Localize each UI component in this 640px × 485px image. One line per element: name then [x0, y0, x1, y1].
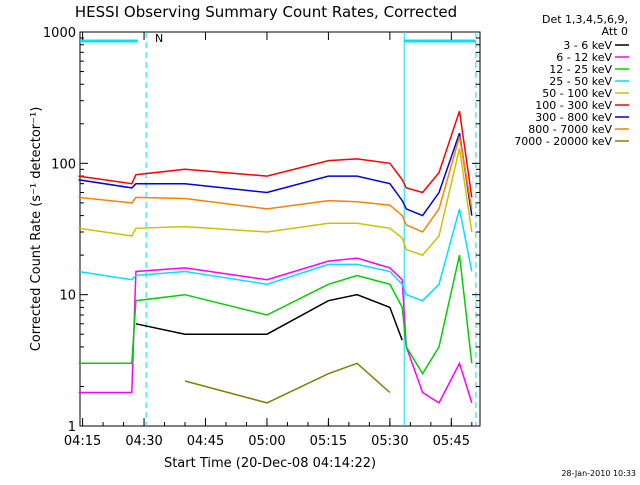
annotation-n: N: [155, 32, 163, 45]
series-line-4: [78, 208, 473, 302]
x-axis-label: Start Time (20-Dec-08 04:14:22): [164, 456, 376, 471]
plot-frame: [79, 31, 481, 427]
y-tick-label: 100: [51, 157, 76, 172]
x-tick-label: 04:30: [125, 434, 162, 449]
series-line-6: [78, 110, 473, 198]
series-line-1: [135, 293, 403, 341]
series-line-2: [78, 257, 473, 404]
y-axis-label: Corrected Count Rate (s⁻¹ detector⁻¹): [29, 107, 44, 352]
y-tick-label: 1000: [43, 26, 76, 41]
x-tick-label: 05:15: [310, 434, 347, 449]
x-tick-label: 05:45: [433, 434, 470, 449]
series-line-7: [78, 132, 473, 217]
series-line-9: [185, 363, 460, 403]
series-line-8: [78, 136, 473, 233]
legend-label-8: 800 - 7000 keV: [528, 123, 612, 136]
legend-header-line-2: Att 0: [602, 25, 628, 38]
legend-label-4: 25 - 50 keV: [549, 75, 612, 88]
legend-label-2: 6 - 12 keV: [556, 51, 612, 64]
legend-header-line-1: Det 1,3,4,5,6,9,: [542, 13, 628, 26]
chart-title: HESSI Observing Summary Count Rates, Cor…: [75, 3, 457, 21]
x-tick-label: 05:30: [371, 434, 408, 449]
x-tick-label: 04:45: [187, 434, 224, 449]
legend-label-3: 12 - 25 keV: [549, 63, 612, 76]
plot-timestamp: 28-Jan-2010 10:33: [561, 469, 636, 478]
y-tick-label: 1: [68, 420, 76, 435]
x-tick-label: 05:00: [248, 434, 285, 449]
legend-label-1: 3 - 6 keV: [563, 39, 612, 52]
legend-label-7: 300 - 800 keV: [535, 111, 612, 124]
series-line-5: [78, 148, 473, 256]
legend-label-9: 7000 - 20000 keV: [514, 135, 612, 148]
legend-label-6: 100 - 300 keV: [535, 99, 612, 112]
series-line-3: [78, 254, 473, 376]
legend-label-5: 50 - 100 keV: [542, 87, 612, 100]
y-tick-label: 10: [59, 289, 76, 304]
x-tick-label: 04:15: [64, 434, 101, 449]
